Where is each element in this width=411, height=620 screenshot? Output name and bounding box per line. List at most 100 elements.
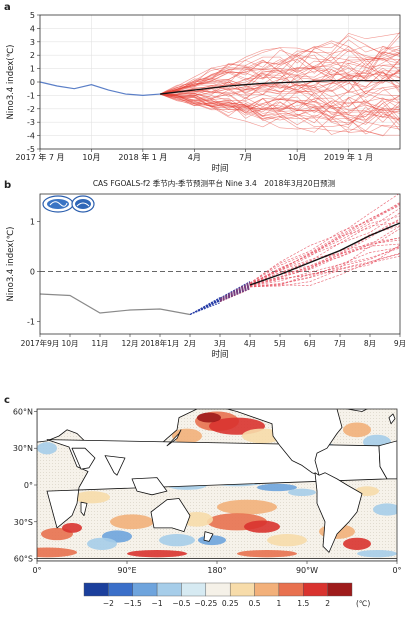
anomaly-patch	[217, 499, 277, 515]
ensemble-member-line	[249, 203, 400, 284]
colorbar-tick-label: 2	[325, 599, 330, 608]
colorbar-swatch	[254, 582, 280, 597]
ensemble-member-line	[249, 212, 400, 285]
x-tick-label: 2019 年 1 月	[324, 152, 373, 162]
colorbar-swatch	[229, 582, 255, 597]
continent-outline	[71, 447, 96, 470]
ensemble-member-line	[249, 237, 400, 286]
ensemble-member-line	[249, 221, 400, 285]
ensemble-member-line	[249, 207, 400, 285]
y-axis-label: Nino3.4 index(℃)	[6, 227, 16, 302]
colorbar-tick-label: 1	[277, 599, 282, 608]
anomaly-patch	[257, 483, 297, 492]
ensemble-member-line	[249, 202, 400, 284]
institution-logo-2	[71, 195, 95, 213]
anomaly-patch	[288, 488, 316, 497]
ensemble-member-line	[249, 205, 400, 284]
continent-outline	[378, 440, 397, 480]
ensemble-member-line	[159, 93, 400, 122]
ensemble-member-line	[159, 93, 400, 132]
x-tick-label: 7月	[239, 153, 252, 162]
anomaly-patch	[37, 442, 57, 455]
colorbar-tick-label: 0.25	[222, 599, 239, 608]
ensemble-mean-line	[159, 80, 400, 95]
x-axis-label: 时间	[211, 163, 228, 174]
x-tick-label: 12月	[121, 339, 138, 348]
ensemble-member-line	[159, 93, 400, 128]
x-tick-label: 6月	[304, 339, 316, 348]
x-tick-label: 3月	[214, 339, 226, 348]
ensemble-member-line	[159, 70, 400, 95]
panel-b-title: CAS FGOALS-f2 季节内-季节预测平台 Nine 3.4 2018年3…	[93, 178, 335, 188]
lat-tick-label: 60°N	[13, 407, 33, 416]
y-tick-label: -3	[27, 118, 35, 127]
panel-a-letter: a	[4, 2, 11, 13]
anomaly-patch	[242, 428, 282, 444]
continent-outline	[346, 409, 368, 412]
continent-outline	[37, 558, 397, 561]
anomaly-patch	[373, 503, 397, 516]
observed-line	[39, 81, 161, 97]
ensemble-member-line	[159, 48, 400, 95]
lon-tick-label: 0°	[392, 566, 401, 575]
y-tick-label: -2	[27, 105, 35, 114]
x-tick-label: 2018年1月	[141, 338, 180, 348]
anomaly-patch	[87, 537, 117, 550]
colorbar-unit: (℃)	[356, 599, 370, 608]
colorbar-tick-label: 1.5	[297, 599, 309, 608]
colorbar-tick-label: −2	[103, 599, 114, 608]
colorbar-swatch	[108, 582, 133, 597]
anomaly-patch	[267, 534, 307, 547]
anomaly-field	[37, 409, 397, 561]
continent-outline	[314, 472, 363, 553]
anomaly-patch	[357, 549, 397, 558]
x-tick-label: 2018 年 1 月	[118, 152, 167, 162]
y-axis-label: Nino3.4 index(℃)	[6, 45, 16, 120]
colorbar-swatch	[83, 582, 109, 597]
ensemble-member-line	[249, 243, 400, 287]
ensemble-mean-line	[249, 222, 401, 286]
ensemble-member-line	[159, 71, 400, 96]
ensemble-member-line	[159, 93, 400, 135]
initial-member-line	[219, 281, 251, 299]
colorbar-tick-label: −0.25	[194, 599, 217, 608]
ensemble-member-line	[159, 80, 400, 104]
colorbar-tick-label: −1	[152, 599, 163, 608]
ensemble-member-line	[159, 93, 400, 121]
ensemble-member-line	[249, 228, 400, 286]
initial-member-line	[189, 297, 221, 315]
ensemble-member-line	[249, 225, 400, 286]
continent-outline	[388, 413, 396, 425]
anomaly-patch	[159, 534, 195, 547]
anomaly-patch	[198, 535, 226, 546]
colorbar-swatch	[278, 582, 304, 597]
y-tick-label: -1	[27, 91, 35, 100]
anomaly-patch	[37, 547, 77, 558]
ensemble-member-line	[159, 70, 400, 95]
y-tick-label: 2	[30, 51, 35, 60]
ensemble-member-line	[159, 35, 400, 95]
anomaly-patch	[343, 537, 371, 550]
anomaly-patch	[197, 412, 221, 423]
colorbar-swatch	[156, 582, 182, 597]
lat-tick-label: 30°N	[13, 444, 33, 453]
ensemble-member-line	[159, 69, 400, 96]
x-tick-label: 4月	[244, 339, 256, 348]
colorbar-swatch	[132, 582, 158, 597]
x-tick-label: 5月	[274, 339, 286, 348]
x-tick-label: 9月	[394, 339, 406, 348]
y-tick-label: -4	[27, 132, 35, 141]
ensemble-member-line	[159, 39, 400, 95]
ensemble-member-line	[159, 32, 400, 95]
ensemble-member-line	[159, 93, 400, 133]
x-tick-label: 10月	[82, 153, 100, 162]
lat-tick-label: 60°S	[14, 555, 33, 564]
anomaly-patch	[237, 549, 297, 558]
ensemble-member-line	[249, 247, 400, 287]
ensemble-member-line	[249, 247, 400, 287]
initial-member-line	[189, 297, 221, 315]
colorbar-swatch	[181, 582, 207, 597]
x-tick-label: 2017 年 7 月	[15, 152, 64, 162]
anomaly-patch	[244, 520, 280, 533]
panel-b-chart: -1 0 1 2017年9月 10月 11月 12月 2018年1月 2月 3月 4月 5月 6月 7月 8…	[6, 193, 406, 360]
